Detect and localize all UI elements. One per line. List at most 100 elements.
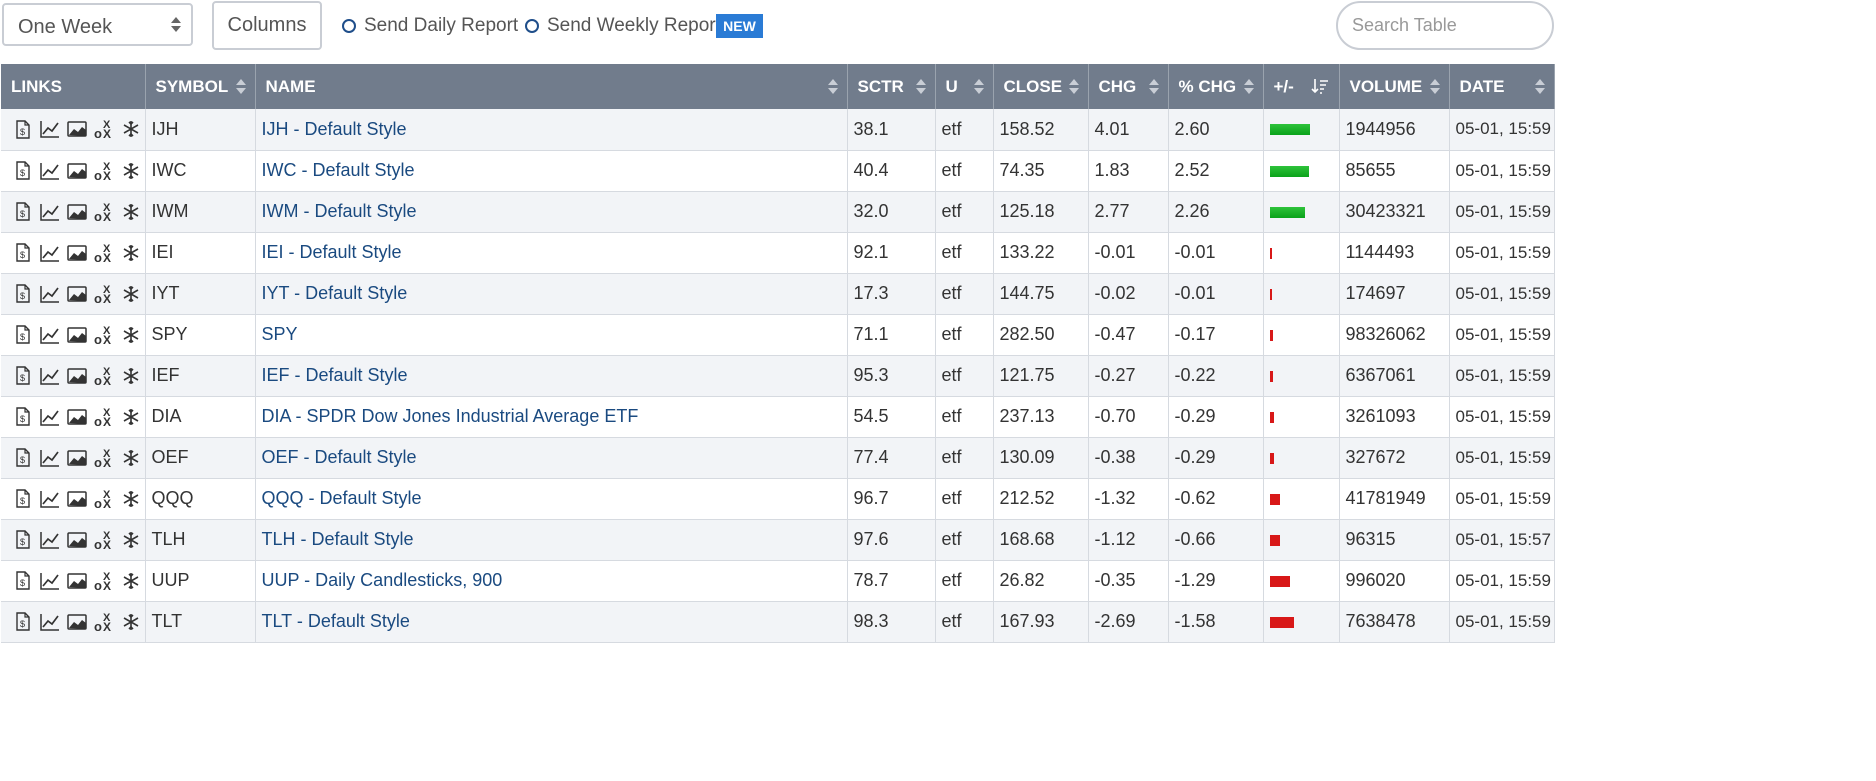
document-dollar-icon[interactable]: $ <box>13 530 33 550</box>
area-chart-icon[interactable] <box>67 407 87 427</box>
chart-style-link[interactable]: IEI - Default Style <box>261 242 402 262</box>
area-chart-icon[interactable] <box>67 530 87 550</box>
snowflake-icon[interactable] <box>121 202 141 222</box>
snowflake-icon[interactable] <box>121 530 141 550</box>
area-chart-icon[interactable] <box>67 202 87 222</box>
document-dollar-icon[interactable]: $ <box>13 202 33 222</box>
document-dollar-icon[interactable]: $ <box>13 448 33 468</box>
snowflake-icon[interactable] <box>121 407 141 427</box>
document-dollar-icon[interactable]: $ <box>13 325 33 345</box>
chart-style-link[interactable]: IJH - Default Style <box>261 118 407 139</box>
snowflake-icon[interactable] <box>121 489 141 509</box>
chart-style-link[interactable]: DIA - SPDR Dow Jones Industrial Average … <box>261 406 639 426</box>
document-dollar-icon[interactable]: $ <box>13 119 33 139</box>
line-chart-icon[interactable] <box>40 161 60 181</box>
area-chart-icon[interactable] <box>67 161 87 181</box>
header-date[interactable]: DATE <box>1449 64 1555 109</box>
snowflake-icon[interactable] <box>121 161 141 181</box>
area-chart-icon[interactable] <box>67 448 87 468</box>
period-select[interactable]: One Week <box>2 3 193 46</box>
chart-style-link[interactable]: IWC - Default Style <box>261 160 415 180</box>
chart-style-link[interactable]: IYT - Default Style <box>261 283 408 303</box>
chart-style-link[interactable]: TLH - Default Style <box>261 529 414 549</box>
header-chg[interactable]: CHG <box>1088 64 1169 109</box>
line-chart-icon[interactable] <box>40 530 60 550</box>
document-dollar-icon[interactable]: $ <box>13 284 33 304</box>
area-chart-icon[interactable] <box>67 571 87 591</box>
chart-style-link[interactable]: OEF - Default Style <box>261 447 417 467</box>
send-weekly-report-radio[interactable]: Send Weekly Report <box>525 14 721 38</box>
snowflake-icon[interactable] <box>121 243 141 263</box>
columns-button[interactable]: Columns <box>212 1 322 50</box>
area-chart-icon[interactable] <box>67 325 87 345</box>
document-dollar-icon[interactable]: $ <box>13 571 33 591</box>
header-plus-minus[interactable]: +/- <box>1263 64 1340 109</box>
header-sctr[interactable]: SCTR <box>847 64 936 109</box>
line-chart-icon[interactable] <box>40 284 60 304</box>
snowflake-icon[interactable] <box>121 284 141 304</box>
line-chart-icon[interactable] <box>40 202 60 222</box>
line-chart-icon[interactable] <box>40 243 60 263</box>
snowflake-icon[interactable] <box>121 325 141 345</box>
header-u[interactable]: U <box>935 64 994 109</box>
send-daily-report-radio[interactable]: Send Daily Report <box>342 14 518 38</box>
line-chart-icon[interactable] <box>40 448 60 468</box>
header-pct-chg[interactable]: % CHG <box>1168 64 1264 109</box>
header-symbol[interactable]: SYMBOL <box>145 64 256 109</box>
line-chart-icon[interactable] <box>40 407 60 427</box>
document-dollar-icon[interactable]: $ <box>13 612 33 632</box>
snowflake-icon[interactable] <box>121 366 141 386</box>
snowflake-icon[interactable] <box>121 571 141 591</box>
line-chart-icon[interactable] <box>40 571 60 591</box>
header-close[interactable]: CLOSE <box>993 64 1089 109</box>
search-table-input[interactable] <box>1336 1 1554 50</box>
header-name[interactable]: NAME <box>255 64 848 109</box>
document-dollar-icon[interactable]: $ <box>13 161 33 181</box>
chart-style-link[interactable]: TLT - Default Style <box>261 611 410 631</box>
area-chart-icon[interactable] <box>67 612 87 632</box>
document-dollar-icon[interactable]: $ <box>13 489 33 509</box>
svg-text:X: X <box>103 530 111 542</box>
header-volume[interactable]: VOLUME <box>1339 64 1450 109</box>
line-chart-icon[interactable] <box>40 489 60 509</box>
area-chart-icon[interactable] <box>67 489 87 509</box>
line-chart-icon[interactable] <box>40 325 60 345</box>
snowflake-icon[interactable] <box>121 119 141 139</box>
area-chart-icon[interactable] <box>67 284 87 304</box>
area-chart-icon[interactable] <box>67 119 87 139</box>
area-chart-icon[interactable] <box>67 243 87 263</box>
document-dollar-icon[interactable]: $ <box>13 407 33 427</box>
document-dollar-icon[interactable]: $ <box>13 243 33 263</box>
name-cell: TLT - Default Style <box>255 601 848 643</box>
line-chart-icon[interactable] <box>40 366 60 386</box>
document-dollar-icon[interactable]: $ <box>13 366 33 386</box>
change-bar-cell <box>1263 273 1340 315</box>
chart-style-link[interactable]: IEF - Default Style <box>261 365 408 385</box>
snowflake-icon[interactable] <box>121 448 141 468</box>
snowflake-icon[interactable] <box>121 612 141 632</box>
chart-style-link[interactable]: SPY <box>261 324 298 344</box>
line-chart-icon[interactable] <box>40 119 60 139</box>
chart-style-link[interactable]: QQQ - Default Style <box>261 488 422 508</box>
chg-cell: -0.27 <box>1088 355 1169 397</box>
line-chart-icon[interactable] <box>40 612 60 632</box>
chart-style-link[interactable]: IWM - Default Style <box>261 201 417 221</box>
area-chart-icon[interactable] <box>67 366 87 386</box>
chart-style-link[interactable]: UUP - Daily Candlesticks, 900 <box>261 570 503 590</box>
